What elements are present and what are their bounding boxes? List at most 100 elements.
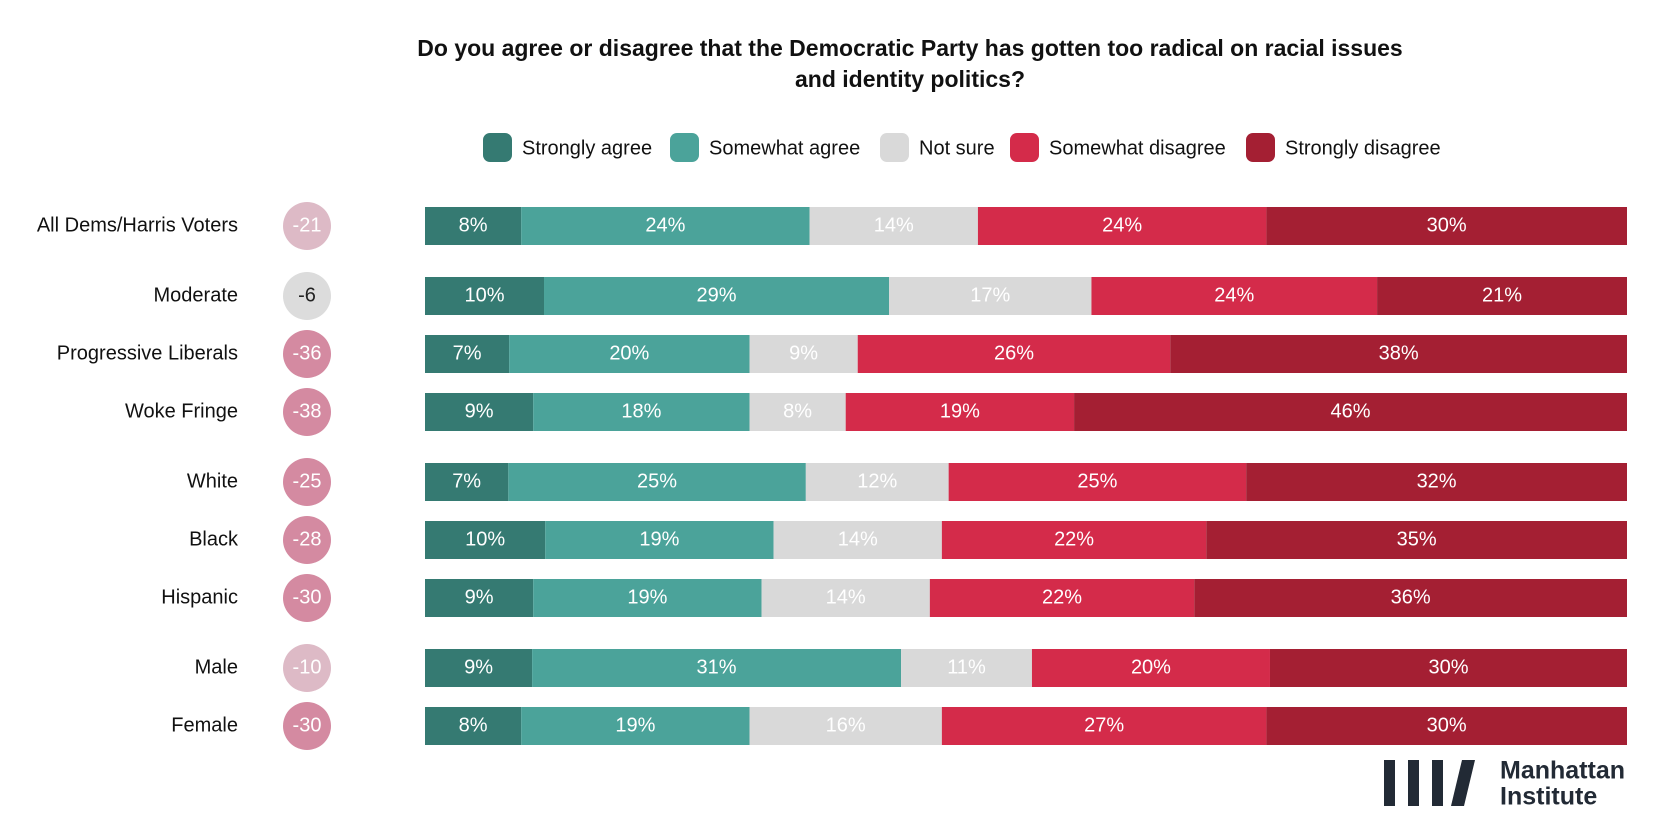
net-label: -10: [293, 656, 322, 678]
bar-segment: [521, 707, 750, 745]
value-label: 29%: [697, 284, 737, 306]
value-label: 20%: [609, 342, 649, 364]
logo: [1384, 760, 1475, 806]
net-label: -36: [293, 342, 322, 364]
value-label: 24%: [645, 214, 685, 236]
value-label: 10%: [465, 528, 505, 550]
value-label: 9%: [464, 656, 493, 678]
bar-segment: [425, 579, 534, 617]
value-label: 26%: [994, 342, 1034, 364]
bar-segment: [425, 707, 522, 745]
bar-segment: [1031, 649, 1270, 687]
value-label: 25%: [637, 470, 677, 492]
bar-segment: [773, 521, 942, 559]
value-label: 24%: [1214, 284, 1254, 306]
net-circle: [283, 202, 331, 250]
category-label: Black: [189, 528, 239, 550]
value-label: 8%: [783, 400, 812, 422]
bar-segment: [533, 579, 762, 617]
bar-segment: [1074, 393, 1627, 431]
net-label: -30: [293, 586, 322, 608]
net-circle: [283, 272, 331, 320]
value-label: 30%: [1427, 214, 1467, 236]
bar-segment: [809, 207, 978, 245]
legend-swatch: [1246, 133, 1275, 162]
legend-label: Somewhat disagree: [1049, 137, 1226, 159]
legend-swatch: [670, 133, 699, 162]
value-label: 22%: [1054, 528, 1094, 550]
value-label: 17%: [970, 284, 1010, 306]
value-label: 19%: [627, 586, 667, 608]
bar-segment: [425, 521, 546, 559]
value-label: 31%: [697, 656, 737, 678]
category-label: Progressive Liberals: [57, 342, 238, 364]
value-label: 14%: [826, 586, 866, 608]
legend-swatch: [1010, 133, 1039, 162]
net-circle: [283, 330, 331, 378]
bar-segment: [521, 207, 810, 245]
legend-label: Not sure: [919, 137, 995, 159]
category-label: Woke Fringe: [125, 400, 238, 422]
category-label: Moderate: [154, 284, 239, 306]
value-label: 9%: [789, 342, 818, 364]
bar-segment: [857, 335, 1171, 373]
logo-text: Manhattan: [1500, 757, 1625, 785]
bar-segment: [425, 649, 533, 687]
value-label: 20%: [1131, 656, 1171, 678]
net-circle: [283, 388, 331, 436]
bar-segment: [545, 521, 774, 559]
value-label: 9%: [465, 586, 494, 608]
bar-segment: [749, 707, 942, 745]
net-circle: [283, 644, 331, 692]
value-label: 32%: [1417, 470, 1457, 492]
value-label: 18%: [621, 400, 661, 422]
value-label: 22%: [1042, 586, 1082, 608]
net-label: -28: [293, 528, 322, 550]
bar-segment: [425, 463, 509, 501]
logo-bar: [1384, 760, 1395, 806]
value-label: 35%: [1397, 528, 1437, 550]
value-label: 19%: [615, 714, 655, 736]
bar-segment: [1246, 463, 1627, 501]
bar-segment: [1269, 649, 1627, 687]
net-label: -21: [293, 214, 322, 236]
legend-label: Strongly agree: [522, 137, 652, 159]
bar-segment: [941, 707, 1267, 745]
bar-segment: [889, 277, 1092, 315]
bar-segment: [508, 463, 806, 501]
bar-segment: [1266, 707, 1627, 745]
bar-segment: [1170, 335, 1627, 373]
legend-swatch: [483, 133, 512, 162]
logo-bar: [1408, 760, 1419, 806]
bar-segment: [1206, 521, 1627, 559]
bar-segment: [1377, 277, 1627, 315]
value-label: 21%: [1482, 284, 1522, 306]
legend-swatch: [880, 133, 909, 162]
value-label: 9%: [465, 400, 494, 422]
value-label: 46%: [1331, 400, 1371, 422]
bar-segment: [948, 463, 1247, 501]
value-label: 10%: [464, 284, 504, 306]
value-label: 25%: [1077, 470, 1117, 492]
value-label: 38%: [1379, 342, 1419, 364]
bar-segment: [929, 579, 1195, 617]
chart-title: Do you agree or disagree that the Democr…: [417, 35, 1402, 92]
net-circle: [283, 516, 331, 564]
value-label: 19%: [940, 400, 980, 422]
net-label: -38: [293, 400, 322, 422]
net-circle: [283, 458, 331, 506]
bar-segment: [532, 649, 902, 687]
value-label: 7%: [453, 342, 482, 364]
bar-segment: [425, 277, 545, 315]
category-label: Male: [195, 656, 238, 678]
logo-bar: [1432, 760, 1443, 806]
bar-segment: [1266, 207, 1627, 245]
category-label: White: [187, 470, 238, 492]
value-label: 8%: [459, 214, 488, 236]
category-label: All Dems/Harris Voters: [37, 214, 238, 236]
bar-segment: [425, 207, 522, 245]
value-label: 36%: [1391, 586, 1431, 608]
bar-segment: [1194, 579, 1627, 617]
logo-bar: [1451, 760, 1475, 806]
